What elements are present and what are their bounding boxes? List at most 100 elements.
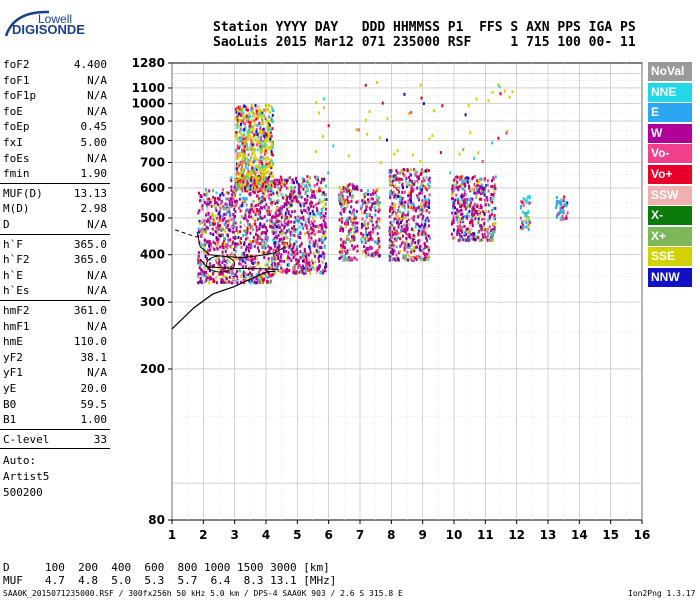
echo-point (262, 139, 265, 143)
echo-point (251, 171, 254, 175)
echo-point (349, 230, 352, 234)
echo-point (271, 113, 274, 117)
echo-point (452, 186, 455, 190)
echo-point (526, 215, 529, 219)
echo-point (290, 189, 293, 193)
echo-point (229, 177, 232, 181)
echo-point (247, 120, 250, 124)
echo-point (244, 271, 247, 275)
echo-point (240, 137, 243, 141)
echo-point (298, 186, 300, 190)
echo-point (406, 250, 409, 254)
param-value: N/A (87, 366, 107, 380)
echo-point (274, 254, 277, 258)
echo-point (198, 261, 201, 265)
echo-point (292, 246, 295, 250)
echo-point (407, 258, 409, 262)
echo-point (376, 201, 378, 205)
echo-point (350, 257, 353, 261)
param-label: foF1p (3, 89, 37, 103)
echo-point (272, 232, 275, 235)
echo-point (389, 190, 392, 194)
echo-point (219, 245, 222, 249)
echo-point (474, 217, 477, 221)
echo-point (285, 199, 288, 203)
echo-point (275, 218, 278, 222)
echo-point (244, 265, 247, 269)
echo-point (394, 184, 397, 188)
echo-point (483, 187, 486, 191)
echo-point (250, 273, 253, 277)
echo-point (199, 259, 202, 263)
echo-point (260, 186, 263, 190)
echo-point (260, 144, 263, 148)
echo-point (239, 154, 242, 158)
echo-point (421, 217, 424, 221)
echo-point (345, 256, 348, 260)
echo-point (270, 198, 273, 202)
echo-point (428, 202, 430, 206)
echo-point (478, 197, 481, 201)
echo-point (344, 258, 347, 262)
echo-point (388, 233, 391, 236)
echo-point (418, 239, 421, 243)
echo-point (468, 186, 471, 190)
echo-point (324, 214, 327, 218)
echo-point (229, 212, 232, 216)
echo-point (252, 268, 255, 272)
echo-point (228, 271, 231, 274)
echo-point (210, 204, 213, 208)
echo-point (343, 207, 346, 211)
echo-point (349, 193, 352, 197)
echo-point (411, 237, 414, 241)
echo-point (270, 193, 273, 197)
echo-point (341, 194, 344, 198)
echo-point (288, 244, 291, 248)
echo-point (342, 245, 345, 249)
echo-point (227, 267, 230, 271)
echo-point (344, 254, 347, 258)
echo-point (247, 210, 250, 214)
echo-point (252, 111, 255, 115)
echo-point (397, 217, 400, 221)
echo-point (498, 85, 501, 89)
echo-point (251, 146, 254, 150)
echo-point (491, 141, 494, 145)
echo-point (410, 206, 413, 210)
echo-point (244, 213, 247, 217)
echo-point (246, 138, 248, 141)
echo-point (297, 266, 300, 270)
echo-point (411, 180, 414, 183)
echo-point (314, 175, 317, 179)
echo-point (290, 220, 293, 224)
echo-point (410, 203, 413, 207)
echo-point (458, 176, 461, 180)
echo-point (403, 92, 406, 96)
echo-point (317, 111, 320, 115)
echo-point (217, 212, 220, 216)
echo-point (475, 195, 478, 199)
echo-point (273, 231, 276, 235)
echo-point (243, 229, 246, 233)
echo-point (292, 256, 295, 259)
echo-point (250, 215, 253, 219)
echo-point (316, 175, 319, 179)
echo-point (486, 183, 489, 187)
legend-item-nnw: NNW (648, 268, 692, 287)
echo-point (475, 188, 478, 192)
echo-point (238, 136, 241, 140)
echo-point (377, 207, 380, 211)
echo-point (251, 181, 254, 185)
echo-point (270, 273, 273, 277)
echo-point (239, 162, 242, 166)
echo-point (409, 234, 412, 238)
echo-point (307, 181, 310, 185)
echo-point (392, 243, 395, 247)
echo-point (275, 178, 278, 182)
echo-point (410, 111, 413, 114)
echo-point (240, 173, 243, 177)
echo-point (307, 206, 310, 210)
echo-point (213, 219, 216, 223)
echo-point (216, 243, 219, 247)
echo-point (343, 210, 346, 214)
